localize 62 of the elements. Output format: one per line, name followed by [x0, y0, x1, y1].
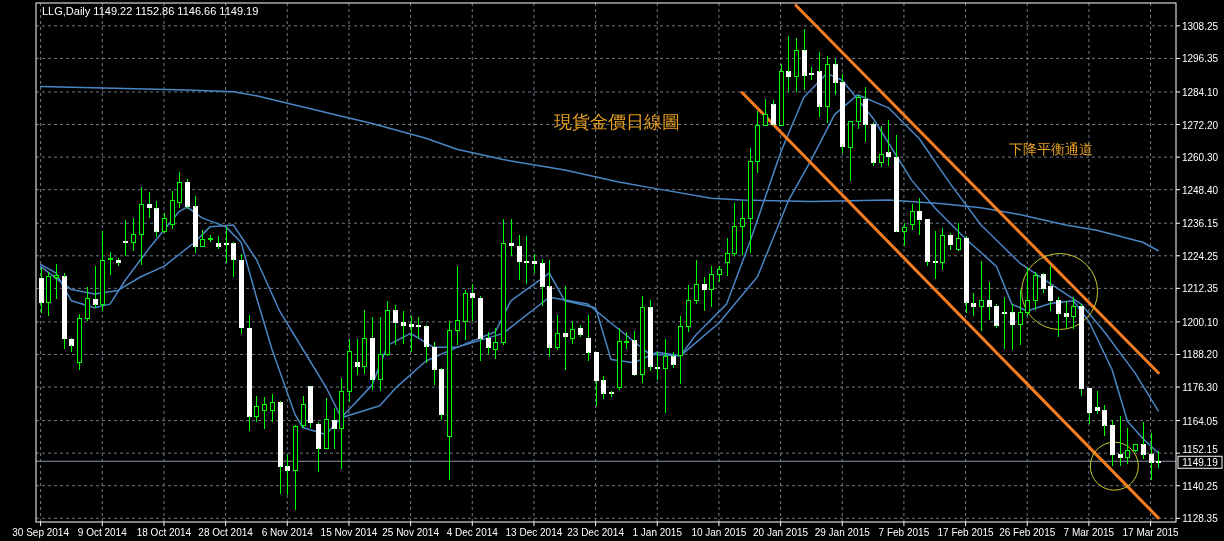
y-tick-label: 1272.20 — [1181, 119, 1219, 131]
y-tick-label: 1224.25 — [1181, 250, 1219, 262]
candlestick — [316, 421, 321, 473]
y-tick-label: 1284.10 — [1181, 86, 1219, 98]
x-tick-label: 6 Nov 2014 — [261, 527, 314, 538]
x-tick-label: 1 Jan 2015 — [632, 527, 683, 538]
x-tick-label: 20 Jan 2015 — [753, 527, 809, 538]
x-tick-label: 17 Feb 2015 — [937, 527, 995, 538]
y-tick-label: 1248.40 — [1181, 184, 1219, 196]
annotation: 下降平衡通道 — [1008, 140, 1093, 157]
ref-line-label: 1149.19 — [1182, 457, 1219, 469]
y-tick-label: 1140.25 — [1182, 480, 1219, 492]
candlestick — [771, 99, 776, 125]
x-tick-label: 9 Oct 2014 — [77, 527, 128, 538]
candlestick — [524, 235, 529, 285]
y-tick-label: 1308.25 — [1181, 20, 1219, 32]
x-tick-label: 7 Mar 2015 — [1063, 527, 1115, 538]
x-tick-label: 15 Nov 2014 — [320, 527, 378, 538]
candlestick — [200, 229, 205, 247]
y-tick-label: 1152.15 — [1182, 444, 1219, 456]
candlestick — [678, 315, 683, 385]
x-tick-label: 30 Sep 2014 — [12, 527, 70, 538]
candlestick — [278, 400, 283, 495]
y-tick-label: 1296.35 — [1181, 53, 1219, 65]
x-tick-label: 18 Oct 2014 — [136, 527, 192, 538]
y-tick-label: 1212.35 — [1181, 283, 1219, 295]
annotation: 現貨金價日線圖 — [554, 111, 681, 132]
x-tick-label: 7 Feb 2015 — [878, 527, 930, 538]
x-tick-label: 10 Jan 2015 — [691, 527, 747, 538]
candlestick — [93, 265, 98, 309]
x-tick-label: 29 Jan 2015 — [814, 527, 871, 538]
candlestick — [994, 303, 999, 329]
x-tick-label: 25 Nov 2014 — [382, 527, 440, 538]
chart-title: LLG,Daily 1149.22 1152.86 1146.66 1149.19 — [42, 5, 259, 17]
y-tick-label: 1128.35 — [1182, 513, 1219, 525]
candlestick — [848, 121, 853, 182]
x-tick-label: 4 Dec 2014 — [446, 527, 499, 538]
x-tick-label: 23 Dec 2014 — [567, 527, 625, 538]
candlestick — [894, 134, 899, 232]
candlestick — [933, 230, 938, 281]
x-tick-label: 13 Dec 2014 — [505, 527, 563, 538]
candlestick — [439, 367, 444, 421]
y-tick-label: 1236.15 — [1181, 218, 1219, 230]
candlestick — [555, 314, 560, 351]
y-tick-label: 1164.05 — [1182, 415, 1219, 427]
candlestick — [671, 351, 676, 369]
candlestick — [355, 338, 360, 376]
y-tick-label: 1188.20 — [1182, 349, 1219, 361]
x-tick-label: 26 Feb 2015 — [999, 527, 1056, 538]
candlestick — [447, 320, 452, 481]
x-tick-label: 17 Mar 2015 — [1122, 527, 1180, 538]
candlestick — [817, 51, 822, 118]
candlestick — [663, 338, 668, 414]
candlestick — [563, 285, 568, 371]
y-tick-label: 1176.30 — [1182, 382, 1219, 394]
candlestick — [732, 201, 737, 257]
x-tick-label: 28 Oct 2014 — [198, 527, 254, 538]
y-tick-label: 1200.10 — [1181, 316, 1219, 328]
candlestick — [979, 260, 984, 332]
y-tick-label: 1260.30 — [1181, 152, 1219, 164]
candlestick — [1018, 289, 1023, 347]
candlestick — [1149, 432, 1154, 481]
